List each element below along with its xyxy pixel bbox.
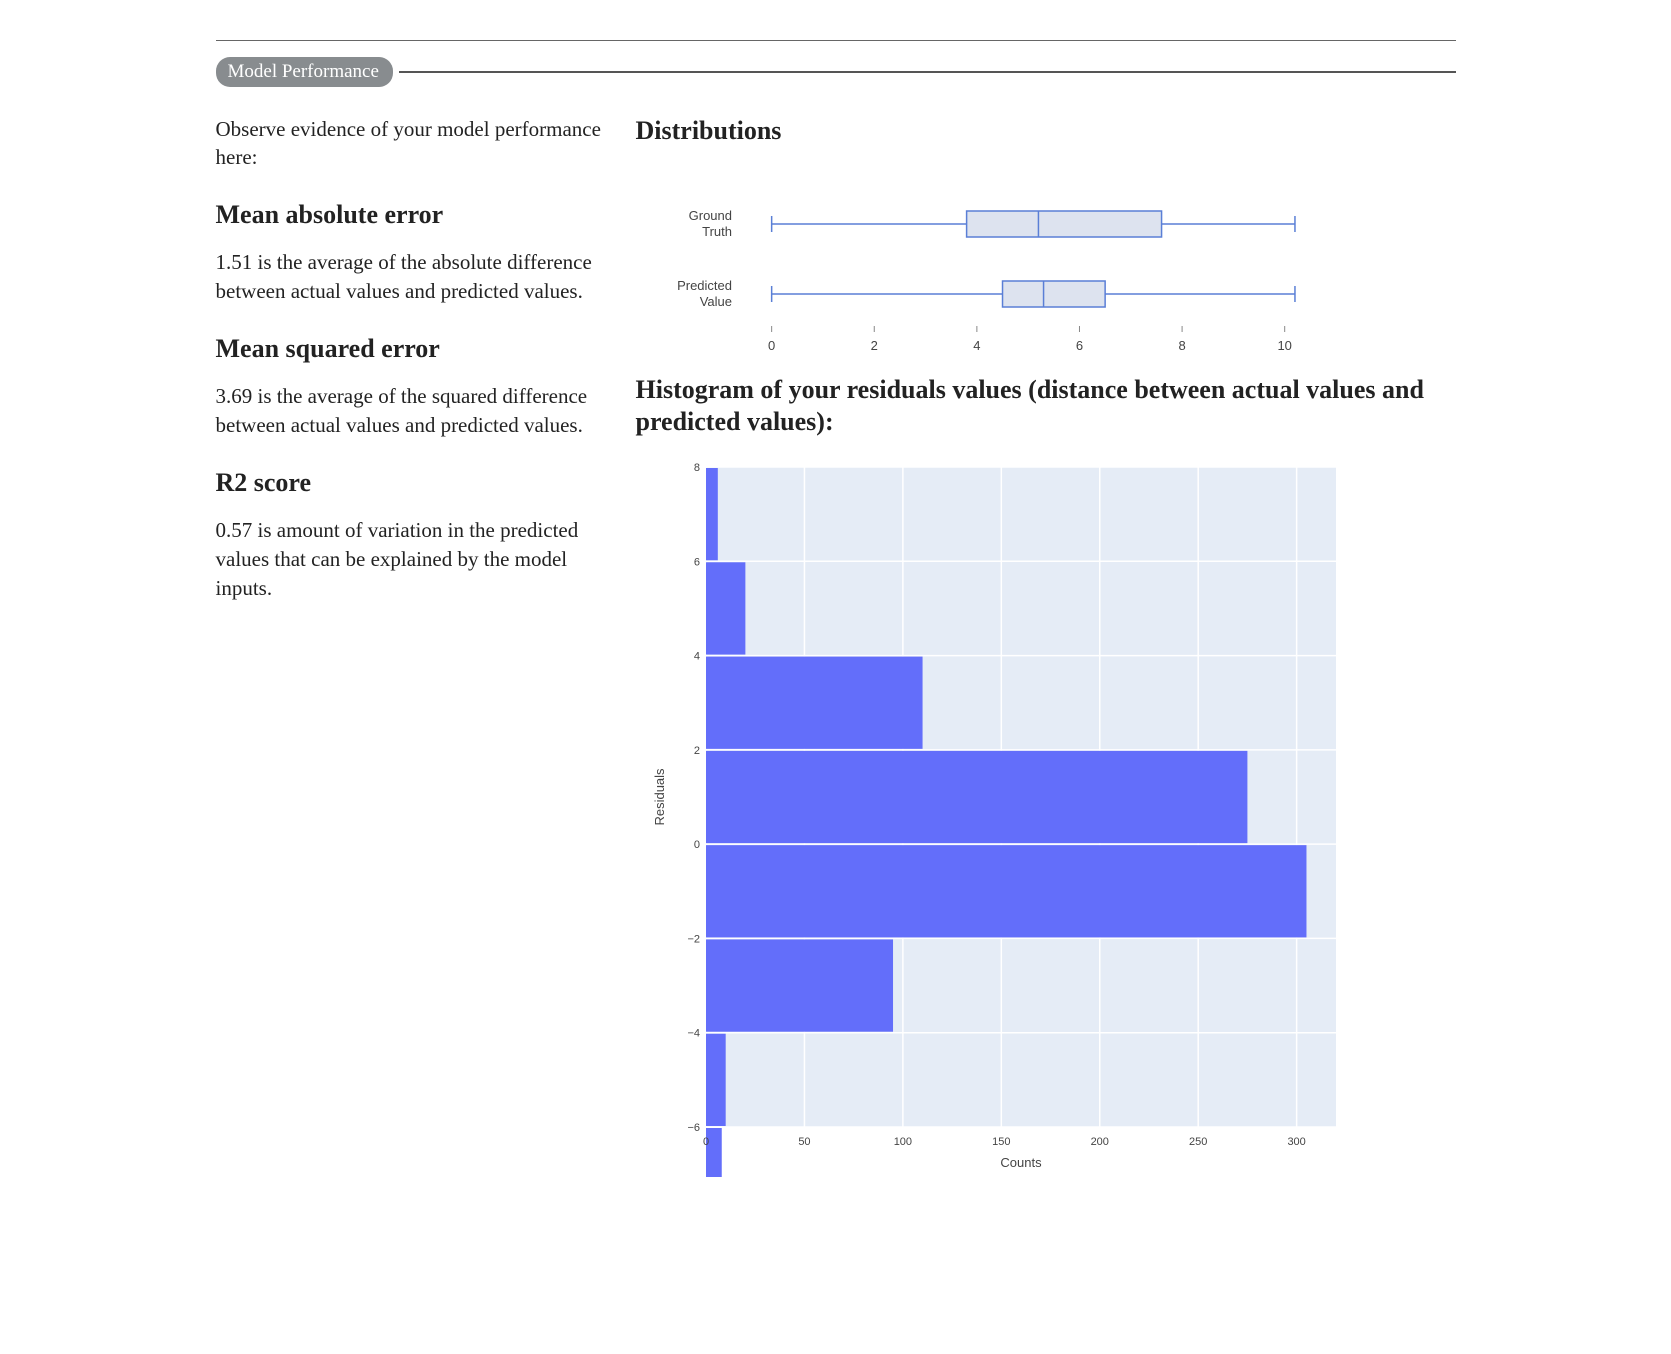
- boxplot-chart: 0 2 4 6 8 10 GroundTruth PredictedValue: [636, 166, 1456, 356]
- svg-text:0: 0: [693, 839, 699, 851]
- metric-text-mae: 1.51 is the average of the absolute diff…: [216, 248, 606, 306]
- svg-text:Counts: Counts: [1000, 1155, 1042, 1170]
- svg-text:0: 0: [768, 338, 775, 353]
- metrics-column: Observe evidence of your model performan…: [216, 115, 606, 1177]
- histogram-svg: 0 50 100 150 200 250 300 8 6 4 2 0 −2 −4 −6 Counts Resid…: [636, 457, 1356, 1177]
- intro-text: Observe evidence of your model performan…: [216, 115, 606, 172]
- svg-text:100: 100: [893, 1136, 911, 1148]
- boxplot-title: Distributions: [636, 115, 1456, 148]
- svg-text:250: 250: [1189, 1136, 1207, 1148]
- svg-text:50: 50: [798, 1136, 810, 1148]
- svg-text:Truth: Truth: [702, 224, 732, 239]
- svg-text:8: 8: [693, 462, 699, 474]
- svg-text:8: 8: [1178, 338, 1185, 353]
- histogram-chart: 0 50 100 150 200 250 300 8 6 4 2 0 −2 −4 −6 Counts Resid…: [636, 457, 1456, 1177]
- svg-text:10: 10: [1277, 338, 1291, 353]
- svg-text:−4: −4: [687, 1027, 700, 1039]
- metric-text-mse: 3.69 is the average of the squared diffe…: [216, 382, 606, 440]
- svg-text:Predicted: Predicted: [677, 278, 732, 293]
- svg-text:Value: Value: [699, 294, 731, 309]
- section-header: Model Performance: [216, 57, 1456, 87]
- svg-text:2: 2: [870, 338, 877, 353]
- charts-column: Distributions 0 2 4 6 8 10 GroundTruth Predicte…: [636, 115, 1456, 1177]
- svg-text:4: 4: [973, 338, 980, 353]
- svg-text:150: 150: [992, 1136, 1010, 1148]
- metric-title-r2: R2 score: [216, 468, 606, 498]
- metric-text-r2: 0.57 is amount of variation in the predi…: [216, 516, 606, 603]
- svg-text:2: 2: [693, 744, 699, 756]
- metric-title-mae: Mean absolute error: [216, 200, 606, 230]
- svg-text:Residuals: Residuals: [652, 767, 667, 825]
- svg-text:300: 300: [1287, 1136, 1305, 1148]
- svg-text:4: 4: [693, 650, 699, 662]
- svg-text:0: 0: [702, 1136, 708, 1148]
- histogram-title: Histogram of your residuals values (dist…: [636, 374, 1456, 439]
- section-title-badge: Model Performance: [216, 57, 393, 87]
- svg-text:Ground: Ground: [688, 208, 731, 223]
- boxplot-svg: 0 2 4 6 8 10 GroundTruth PredictedValue: [636, 166, 1356, 356]
- section-rule-line: [399, 71, 1456, 73]
- svg-text:200: 200: [1090, 1136, 1108, 1148]
- metric-title-mse: Mean squared error: [216, 334, 606, 364]
- svg-text:6: 6: [693, 556, 699, 568]
- svg-text:−6: −6: [687, 1122, 700, 1134]
- top-separator: [216, 40, 1456, 41]
- svg-text:6: 6: [1075, 338, 1082, 353]
- svg-text:−2: −2: [687, 933, 700, 945]
